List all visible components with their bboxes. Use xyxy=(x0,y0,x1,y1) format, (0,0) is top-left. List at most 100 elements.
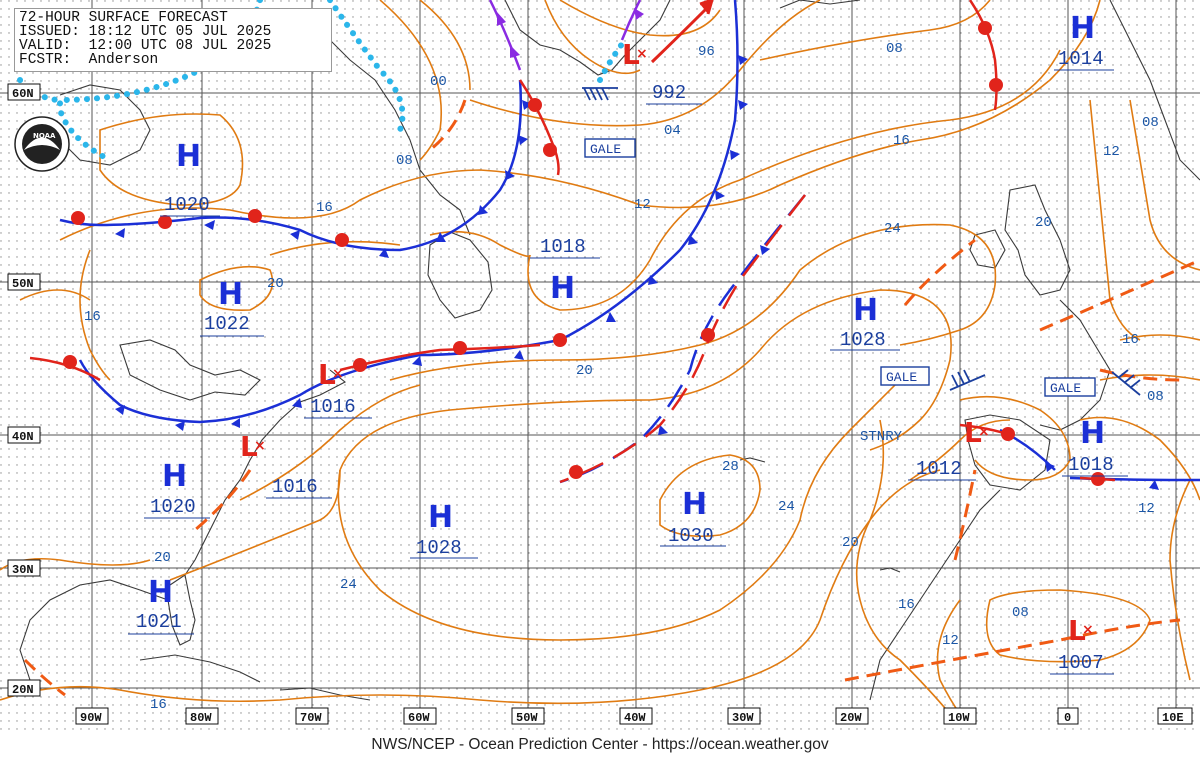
lat-label-box xyxy=(7,559,41,577)
noaa-logo-text: NOAA xyxy=(33,132,56,140)
high-pressure-center: H 1021 xyxy=(128,575,194,635)
high-pressure-center: H 1028 xyxy=(830,293,900,351)
pressure-value: 1021 xyxy=(136,611,182,633)
isobar-label: 00 xyxy=(430,74,447,90)
low-pressure-center: L × 1016 xyxy=(304,358,372,419)
norway-coast xyxy=(1109,0,1200,181)
hudson-bay-coast xyxy=(59,84,151,166)
credit-line: NWS/NCEP - Ocean Prediction Center - htt… xyxy=(371,736,829,753)
lon-label-box: 10E xyxy=(1157,707,1193,725)
lon-label-box: 80W xyxy=(185,707,219,725)
isobar-label: 24 xyxy=(778,499,795,515)
british-isles xyxy=(1004,184,1071,296)
storm-track-arrow xyxy=(650,0,714,64)
warning-box: GALE xyxy=(1044,377,1096,397)
pressure-value: 1012 xyxy=(916,458,962,480)
isobar xyxy=(419,0,471,91)
lon-label-10e: 10E xyxy=(1162,711,1184,725)
isobar-label: 16 xyxy=(316,200,333,216)
lat-label-40n: 40N xyxy=(12,430,34,444)
pressure-value: 1016 xyxy=(310,396,356,418)
pressure-value: 1018 xyxy=(1068,454,1114,476)
isobar xyxy=(337,379,901,641)
high-pressure-center: H 1022 xyxy=(200,277,264,337)
high-symbol: H xyxy=(428,500,453,535)
isobar xyxy=(759,0,991,61)
greenland-coast xyxy=(504,0,671,76)
isobars xyxy=(0,0,1200,715)
africa-coast xyxy=(869,489,1001,701)
occluded-front xyxy=(488,0,522,71)
isobar-label: 20 xyxy=(1035,215,1052,231)
warning-box: GALE xyxy=(584,138,636,158)
high-pressure-center: H 1020 xyxy=(144,459,210,519)
high-pressure-center: H 1020 xyxy=(160,139,220,217)
cold-front xyxy=(78,0,739,424)
forecast-header: 72-HOUR SURFACE FORECAST ISSUED: 18:12 U… xyxy=(14,8,332,72)
isobar xyxy=(169,469,341,581)
lon-label-50w: 50W xyxy=(516,711,538,725)
high-symbol: H xyxy=(218,277,243,312)
isobar xyxy=(469,0,821,127)
cuba xyxy=(139,654,261,683)
isobar-label: 16 xyxy=(893,133,910,149)
trough-line xyxy=(1099,368,1181,382)
stationary-front-label: STNRY xyxy=(860,429,903,445)
high-pressure-center: H 1028 xyxy=(410,500,478,559)
high-pressure-center: H 1030 xyxy=(660,487,726,547)
isobar xyxy=(739,49,1061,181)
low-symbol: L xyxy=(318,358,336,391)
lat-labels: 60N 50N 40N 30N 20N xyxy=(7,83,41,697)
isobar xyxy=(379,0,442,161)
isobar xyxy=(1119,334,1200,341)
lon-label-70w: 70W xyxy=(300,711,322,725)
lon-label-box: 60W xyxy=(403,707,437,725)
warm-front xyxy=(968,0,998,111)
trough-line xyxy=(23,658,66,697)
isobar-label: 12 xyxy=(1103,144,1120,160)
isobar xyxy=(909,419,1011,481)
warm-front-bumps xyxy=(63,21,1105,486)
isobar-label: 08 xyxy=(886,41,903,57)
newfoundland-coast xyxy=(427,231,493,319)
europe-coast xyxy=(1039,299,1111,431)
coastlines xyxy=(19,0,1200,701)
isobar xyxy=(1099,374,1200,381)
wind-barb xyxy=(949,369,986,391)
high-symbol: H xyxy=(682,487,707,522)
high-symbol: H xyxy=(176,139,201,174)
isobar xyxy=(527,179,741,311)
valid-time: VALID: 12:00 UTC 08 JUL 2025 xyxy=(19,38,272,54)
trough-line xyxy=(194,469,252,532)
low-center-x: × xyxy=(332,366,344,382)
low-symbol: L xyxy=(622,38,640,71)
noaa-logo-bird xyxy=(24,137,60,150)
high-symbol: H xyxy=(550,271,575,306)
trough-line xyxy=(429,99,467,152)
isobar xyxy=(19,289,91,301)
isobar-label: 28 xyxy=(722,459,739,475)
lat-label-60n: 60N xyxy=(12,87,34,101)
lon-label-box: 50W xyxy=(511,707,545,725)
ice-edge-line xyxy=(327,0,406,133)
lon-label-80w: 80W xyxy=(190,711,212,725)
isobar-label: 24 xyxy=(340,577,357,593)
trough-line xyxy=(953,469,977,561)
isobar-label: 20 xyxy=(154,550,171,566)
isobar-label: 08 xyxy=(1012,605,1029,621)
trough-line xyxy=(903,238,976,306)
lat-label-20n: 20N xyxy=(12,683,34,697)
lon-label-box: 90W xyxy=(75,707,109,725)
isobar-label: 16 xyxy=(150,697,167,713)
lon-label-box: 30W xyxy=(727,707,761,725)
isobar-label: 08 xyxy=(1142,115,1159,131)
dot-pattern-background xyxy=(0,0,1200,730)
high-pressure-center: H 1014 xyxy=(1054,11,1114,71)
isobar xyxy=(199,265,274,312)
forecast-title: 72-HOUR SURFACE FORECAST xyxy=(19,10,228,26)
high-symbol: H xyxy=(1070,11,1095,46)
lon-label-box: 20W xyxy=(835,707,869,725)
issued-time: ISSUED: 18:12 UTC 05 JUL 2025 xyxy=(19,24,272,40)
florida xyxy=(167,574,196,646)
pressure-value: 1020 xyxy=(164,194,210,216)
